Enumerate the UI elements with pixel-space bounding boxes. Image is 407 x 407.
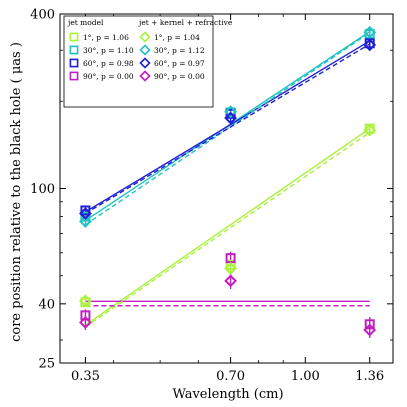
y-tick-label: 40 [38,297,55,312]
axes: 0.35 0.70 1.00 1.36 25 40 100 400 [30,8,394,384]
legend-entry-label: 60°, p = 0.98 [83,59,134,68]
y-tick-label: 400 [30,8,55,23]
legend-box [63,15,214,108]
legend-marker [139,57,151,69]
legend-marker [69,32,79,42]
y-tick-label: 100 [30,182,55,197]
legend: jet model jet + kernel + refractive 1°, p … [63,15,233,108]
data-point [363,323,377,337]
data-point [80,205,91,216]
legend-entry-label: 90°, p = 0.00 [83,72,134,81]
fit-line [85,32,371,226]
data-point [363,38,377,52]
legend-entry-label: 1°, p = 1.06 [83,33,129,42]
data-point [80,310,91,321]
y-tick-label: 25 [38,357,55,372]
legend-entry-label: 1°, p = 1.04 [154,33,200,42]
legend-entry-label: 90°, p = 0.00 [154,72,205,81]
data-point [79,316,92,329]
legend-entry-label: 30°, p = 1.10 [83,46,134,55]
legend-header-jet-model: jet model [67,18,104,27]
x-tick-label: 1.36 [355,369,384,384]
data-point [80,211,91,222]
legend-marker [139,70,151,82]
legend-marker [69,58,79,68]
data-point [79,207,92,220]
data-markers [79,25,377,337]
data-point [363,123,377,137]
data-point [79,214,92,228]
data-point [224,274,238,288]
x-tick-label: 0.35 [71,369,100,384]
data-point [224,105,238,119]
fit-line [85,43,371,215]
legend-marker [139,44,151,56]
fit-lines [85,30,371,328]
data-point [225,259,236,270]
legend-marker [69,45,79,55]
fit-line [85,131,371,328]
legend-header-jet-kernel: jet + kernel + refractive [138,18,233,27]
data-point [364,319,375,330]
legend-marker [139,31,151,43]
x-tick-label: 1.00 [291,369,320,384]
legend-entry-label: 30°, p = 1.12 [154,46,205,55]
data-point [79,294,92,308]
data-point [224,111,238,125]
data-point [363,25,377,39]
data-point [224,262,238,275]
fit-line [85,40,371,213]
legend-entry-label: 60°, p = 0.97 [154,59,205,68]
x-axis-label: Wavelength (cm) [172,387,283,402]
x-tick-label: 0.70 [216,369,245,384]
y-axis-label: core position relative to the black hole… [9,42,24,342]
fit-line [85,127,371,326]
legend-marker [69,71,79,81]
